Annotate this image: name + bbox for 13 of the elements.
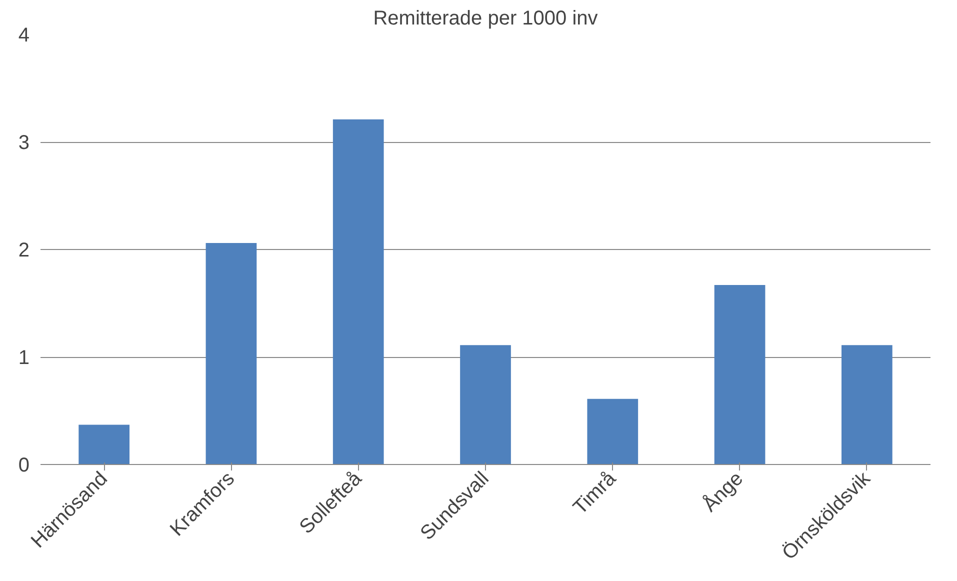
y-tick-label: 1 [18,347,30,369]
bar [842,345,892,464]
bar [587,398,638,464]
bar [714,284,766,464]
y-tick-label: 2 [18,240,30,262]
y-tick-label: 4 [18,24,30,46]
y-tick-label: 0 [18,454,30,476]
bar [206,243,257,464]
y-tick-label: 3 [18,132,30,154]
bar [460,345,511,464]
chart-title: Remitterade per 1000 inv [373,8,598,30]
bar [78,424,130,464]
bar [332,119,384,464]
